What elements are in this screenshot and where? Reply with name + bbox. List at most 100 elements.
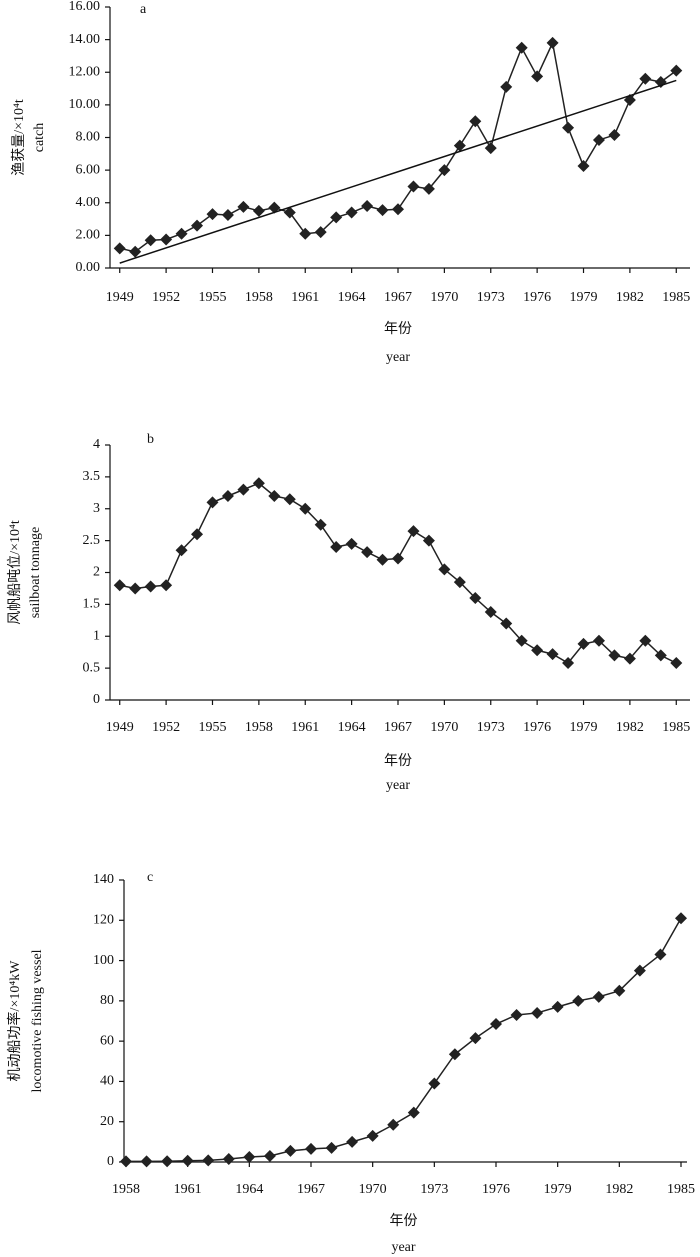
y-tick-label: 10.00 (69, 97, 101, 112)
x-axis-label: 年份 (384, 321, 412, 337)
marker (515, 41, 528, 54)
marker (120, 1155, 132, 1168)
marker (330, 541, 343, 553)
x-tick-label: 1967 (384, 290, 412, 305)
panel-label: b (147, 432, 154, 447)
marker (129, 245, 142, 258)
marker (670, 657, 683, 670)
marker (592, 133, 605, 146)
y-tick-label: 14.00 (69, 32, 101, 47)
x-tick-label: 1973 (477, 720, 505, 735)
marker (546, 36, 559, 49)
y-tick-label: 3 (93, 501, 100, 516)
x-tick-label: 1961 (291, 290, 319, 305)
y-tick-label: 60 (100, 1033, 114, 1048)
marker (453, 576, 466, 589)
marker (387, 1118, 400, 1131)
marker (392, 552, 404, 565)
marker (314, 518, 327, 531)
marker (572, 994, 585, 1007)
marker (283, 206, 296, 219)
marker (263, 1149, 276, 1162)
marker (531, 644, 544, 657)
y-tick-label: 6.00 (76, 162, 101, 177)
x-tick-label: 1970 (430, 290, 458, 305)
y-tick-label: 20 (100, 1114, 114, 1129)
data-line (126, 917, 682, 1163)
y-tick-label: 2.00 (76, 228, 101, 243)
marker (161, 1155, 174, 1168)
y-tick-label: 80 (100, 993, 114, 1008)
y-tick-label: 4.00 (76, 195, 101, 210)
marker (500, 80, 513, 93)
marker (345, 537, 358, 550)
x-axis-label: year (386, 350, 410, 365)
panel-label: c (147, 870, 153, 885)
marker (222, 1152, 235, 1165)
x-tick-label: 1973 (477, 290, 505, 305)
marker (160, 233, 173, 246)
y-tick-label: 2 (93, 565, 100, 580)
marker (654, 948, 667, 961)
marker (361, 200, 374, 213)
x-tick-label: 1961 (174, 1182, 202, 1197)
x-tick-label: 1973 (420, 1182, 448, 1197)
y-axis-label: 风帆船吨位/×10⁴t (7, 520, 23, 625)
y-tick-label: 4 (93, 437, 100, 452)
x-tick-label: 1985 (662, 720, 690, 735)
marker (305, 1142, 317, 1155)
marker (284, 1144, 297, 1157)
marker (422, 534, 435, 547)
marker (346, 1135, 359, 1148)
marker (144, 234, 157, 247)
x-tick-label: 1982 (605, 1182, 633, 1197)
x-tick-label: 1952 (152, 720, 180, 735)
x-tick-label: 1949 (106, 290, 134, 305)
marker (191, 219, 204, 232)
y-tick-label: 16.00 (69, 0, 101, 14)
marker (407, 180, 420, 193)
y-tick-label: 2.5 (83, 533, 101, 548)
x-tick-label: 1958 (112, 1182, 140, 1197)
marker (221, 208, 234, 221)
marker (206, 496, 219, 509)
x-tick-label: 1961 (291, 720, 319, 735)
marker (361, 546, 374, 559)
y-tick-label: 0.00 (76, 260, 101, 275)
marker (345, 206, 358, 219)
marker (577, 160, 590, 173)
marker (469, 1032, 482, 1045)
x-tick-label: 1958 (245, 290, 273, 305)
marker (448, 1048, 461, 1061)
x-tick-label: 1976 (482, 1182, 510, 1197)
x-axis-label: year (386, 778, 410, 793)
y-tick-label: 40 (100, 1074, 114, 1089)
x-tick-label: 1979 (544, 1182, 572, 1197)
y-axis-label: catch (32, 123, 47, 153)
marker (484, 606, 497, 619)
marker (639, 72, 652, 85)
y-tick-label: 1 (93, 628, 100, 643)
y-tick-label: 1.5 (83, 597, 101, 612)
marker (562, 121, 575, 134)
marker (484, 142, 497, 155)
y-axis-label: locomotive fishing vessel (30, 949, 45, 1092)
marker (175, 544, 188, 557)
marker (654, 649, 667, 662)
trend-line (119, 79, 677, 264)
x-tick-label: 1976 (523, 290, 551, 305)
x-axis-label: year (391, 1240, 415, 1255)
marker (500, 617, 513, 630)
x-tick-label: 1958 (245, 720, 273, 735)
marker (181, 1154, 194, 1167)
marker (175, 227, 188, 240)
y-tick-label: 8.00 (76, 130, 101, 145)
marker (633, 964, 646, 977)
y-tick-label: 0 (107, 1154, 114, 1169)
data-line (119, 40, 677, 253)
x-tick-label: 1982 (616, 720, 644, 735)
marker (237, 483, 250, 496)
y-tick-label: 100 (93, 953, 114, 968)
marker (592, 634, 605, 647)
